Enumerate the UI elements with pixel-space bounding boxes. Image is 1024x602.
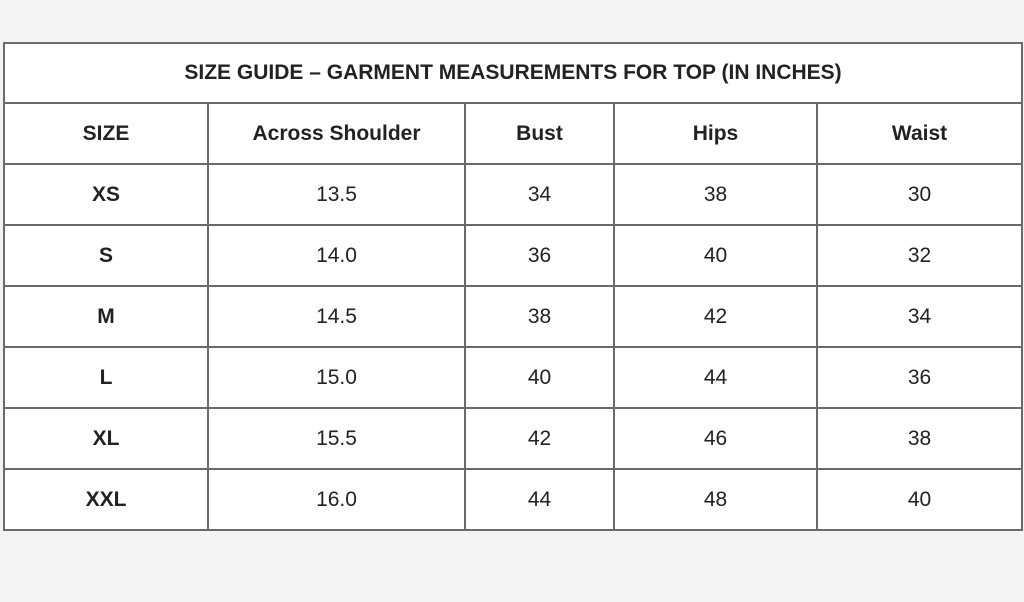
table-title: SIZE GUIDE – GARMENT MEASUREMENTS FOR TO…	[2, 42, 1024, 104]
table-row: L 15.0 40 44 36	[3, 346, 1024, 409]
cell-size: XS	[3, 163, 209, 226]
cell-across-shoulder: 16.0	[207, 468, 466, 531]
header-hips: Hips	[613, 102, 818, 165]
cell-across-shoulder: 14.0	[207, 224, 466, 287]
cell-waist: 34	[815, 285, 1024, 348]
cell-bust: 34	[464, 163, 615, 226]
cell-hips: 40	[613, 224, 818, 287]
cell-hips: 46	[613, 407, 818, 470]
header-across-shoulder: Across Shoulder	[207, 102, 466, 165]
table-row: M 14.5 38 42 34	[3, 285, 1024, 348]
cell-across-shoulder: 13.5	[207, 163, 466, 226]
cell-waist: 38	[815, 407, 1024, 470]
cell-across-shoulder: 14.5	[207, 285, 466, 348]
table-row: S 14.0 36 40 32	[3, 224, 1024, 287]
cell-size: M	[3, 285, 209, 348]
cell-bust: 40	[464, 346, 615, 409]
header-row: SIZE Across Shoulder Bust Hips Waist	[3, 102, 1024, 165]
table-row: XL 15.5 42 46 38	[3, 407, 1024, 470]
header-waist: Waist	[815, 102, 1024, 165]
cell-waist: 32	[815, 224, 1024, 287]
size-guide-table: SIZE GUIDE – GARMENT MEASUREMENTS FOR TO…	[2, 42, 1024, 531]
cell-size: S	[3, 224, 209, 287]
header-bust: Bust	[464, 102, 615, 165]
cell-waist: 36	[815, 346, 1024, 409]
cell-size: XL	[3, 407, 209, 470]
cell-bust: 38	[464, 285, 615, 348]
cell-across-shoulder: 15.5	[207, 407, 466, 470]
cell-bust: 42	[464, 407, 615, 470]
cell-hips: 44	[613, 346, 818, 409]
cell-size: XXL	[3, 468, 209, 531]
cell-size: L	[3, 346, 209, 409]
header-size: SIZE	[3, 102, 209, 165]
cell-across-shoulder: 15.0	[207, 346, 466, 409]
cell-hips: 38	[613, 163, 818, 226]
cell-waist: 30	[815, 163, 1024, 226]
table-row: XXL 16.0 44 48 40	[3, 468, 1024, 531]
cell-hips: 42	[613, 285, 818, 348]
cell-hips: 48	[613, 468, 818, 531]
cell-bust: 44	[464, 468, 615, 531]
table-row: XS 13.5 34 38 30	[3, 163, 1024, 226]
cell-bust: 36	[464, 224, 615, 287]
cell-waist: 40	[815, 468, 1024, 531]
title-row: SIZE GUIDE – GARMENT MEASUREMENTS FOR TO…	[2, 42, 1024, 104]
